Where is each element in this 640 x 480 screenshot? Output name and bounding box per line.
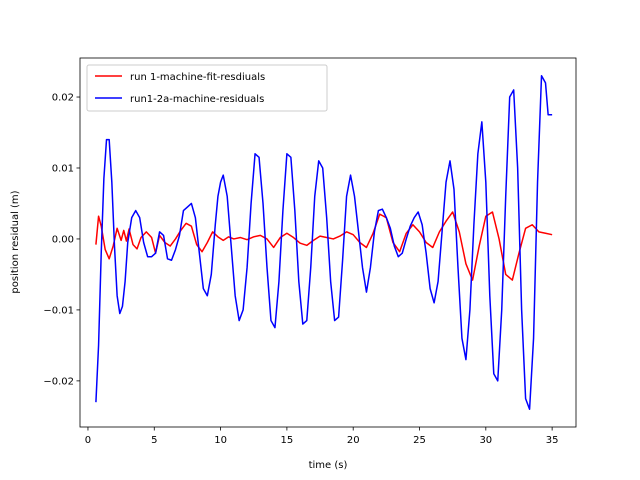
x-axis: 0 5 10 15 20 25 30 35	[85, 427, 559, 446]
y-axis-label: position residual (m)	[10, 190, 21, 293]
y-tick-label: 0.00	[52, 234, 74, 245]
y-axis: −0.02 −0.01 0.00 0.01 0.02	[43, 93, 80, 387]
x-tick-label: 25	[413, 435, 426, 446]
x-axis-label: time (s)	[309, 460, 348, 471]
x-tick-label: 5	[151, 435, 157, 446]
y-tick-label: 0.01	[52, 163, 74, 174]
x-tick-label: 0	[85, 435, 91, 446]
y-tick-label: −0.02	[43, 376, 74, 387]
plot-frame	[79, 57, 577, 428]
legend-box	[86, 64, 328, 112]
x-tick-label: 20	[347, 435, 360, 446]
y-tick-label: 0.02	[52, 93, 74, 104]
series-line-blue	[95, 74, 553, 411]
x-tick-label: 10	[214, 435, 227, 446]
legend: run 1-machine-fit-resdiuals run1-2a-mach…	[86, 64, 328, 112]
series-line-red	[95, 211, 553, 281]
legend-label-run-1: run 1-machine-fit-resdiuals	[130, 72, 265, 83]
y-tick-label: −0.01	[43, 305, 74, 316]
x-tick-label: 35	[546, 435, 559, 446]
x-tick-label: 15	[281, 435, 294, 446]
legend-label-run1-2a: run1-2a-machine-residuals	[130, 94, 264, 105]
x-tick-label: 30	[479, 435, 492, 446]
series-layer	[95, 74, 553, 411]
